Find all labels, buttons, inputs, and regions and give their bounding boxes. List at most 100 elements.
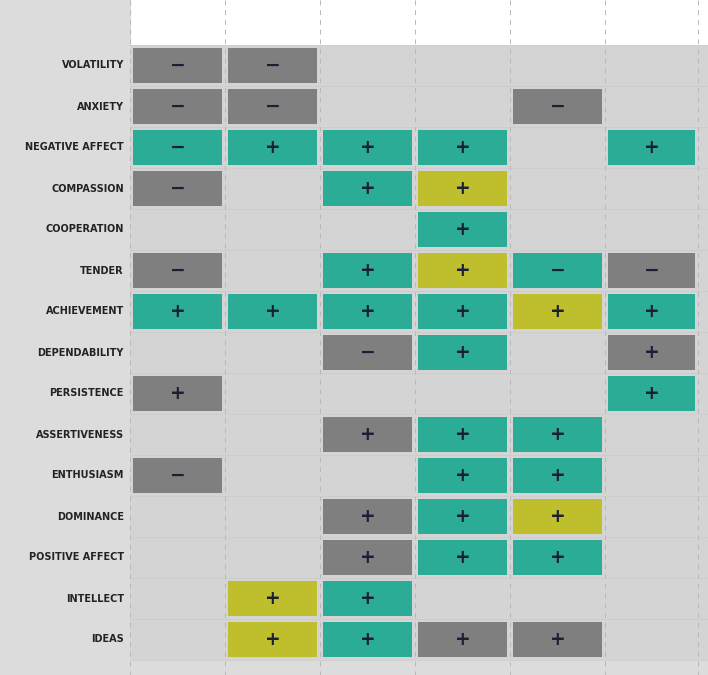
Text: +: + (455, 425, 470, 444)
Text: +: + (455, 466, 470, 485)
Text: +: + (265, 138, 280, 157)
Bar (323, 294, 412, 329)
Text: +: + (549, 466, 566, 485)
Bar (323, 253, 412, 288)
Text: +: + (455, 302, 470, 321)
Text: −: − (265, 97, 280, 116)
Text: −: − (170, 179, 185, 198)
Text: +: + (455, 343, 470, 362)
Text: ENTHUSIASM: ENTHUSIASM (52, 470, 124, 481)
Bar (323, 171, 412, 206)
Text: +: + (455, 507, 470, 526)
Text: DOMINANCE: DOMINANCE (57, 512, 124, 522)
Bar (133, 253, 222, 288)
Bar (130, 86, 708, 127)
Text: +: + (360, 302, 375, 321)
Bar (130, 291, 708, 332)
Bar (130, 332, 708, 373)
Bar (0, 0, 130, 675)
Bar (228, 130, 317, 165)
Bar (513, 417, 602, 452)
Bar (0, 660, 708, 675)
Bar (418, 622, 507, 657)
Text: +: + (549, 302, 566, 321)
Text: NEGATIVE AFFECT: NEGATIVE AFFECT (25, 142, 124, 153)
Bar (130, 209, 708, 250)
Bar (513, 294, 602, 329)
Bar (418, 171, 507, 206)
Text: +: + (455, 548, 470, 567)
Bar (323, 499, 412, 534)
Bar (323, 540, 412, 575)
Bar (130, 168, 708, 209)
Bar (130, 455, 708, 496)
Bar (608, 253, 695, 288)
Text: +: + (644, 343, 659, 362)
Text: +: + (644, 138, 659, 157)
Bar (418, 335, 507, 370)
Text: −: − (170, 261, 185, 280)
Bar (418, 417, 507, 452)
Text: +: + (455, 630, 470, 649)
Text: −: − (170, 97, 185, 116)
Bar (513, 540, 602, 575)
Text: PERSISTENCE: PERSISTENCE (50, 389, 124, 398)
Text: POSITIVE AFFECT: POSITIVE AFFECT (29, 553, 124, 562)
Text: +: + (644, 384, 659, 403)
Text: +: + (455, 220, 470, 239)
Bar (130, 250, 708, 291)
Bar (513, 499, 602, 534)
Text: +: + (549, 507, 566, 526)
Bar (133, 130, 222, 165)
Bar (323, 417, 412, 452)
Bar (130, 578, 708, 619)
Text: −: − (360, 343, 375, 362)
Bar (133, 89, 222, 124)
Bar (418, 212, 507, 247)
Bar (133, 458, 222, 493)
Text: COOPERATION: COOPERATION (45, 225, 124, 234)
Text: +: + (170, 384, 185, 403)
Text: ASSERTIVENESS: ASSERTIVENESS (36, 429, 124, 439)
Text: +: + (455, 261, 470, 280)
Bar (418, 458, 507, 493)
Text: −: − (644, 261, 659, 280)
Bar (130, 537, 708, 578)
Text: +: + (549, 425, 566, 444)
Text: ANXIETY: ANXIETY (77, 101, 124, 111)
Bar (513, 89, 602, 124)
Text: IDEAS: IDEAS (91, 634, 124, 645)
Text: INTELLECT: INTELLECT (66, 593, 124, 603)
Text: +: + (549, 548, 566, 567)
Bar (608, 130, 695, 165)
Text: +: + (360, 548, 375, 567)
Bar (130, 414, 708, 455)
Bar (418, 540, 507, 575)
Bar (513, 458, 602, 493)
Bar (418, 294, 507, 329)
Text: COMPASSION: COMPASSION (52, 184, 124, 194)
Bar (228, 89, 317, 124)
Bar (608, 294, 695, 329)
Text: +: + (360, 138, 375, 157)
Text: −: − (170, 466, 185, 485)
Bar (418, 253, 507, 288)
Text: +: + (265, 302, 280, 321)
Text: +: + (360, 507, 375, 526)
Text: +: + (455, 179, 470, 198)
Bar (133, 376, 222, 411)
Text: −: − (265, 56, 280, 75)
Text: +: + (360, 630, 375, 649)
Text: −: − (170, 56, 185, 75)
Bar (228, 622, 317, 657)
Bar (228, 48, 317, 83)
Text: +: + (360, 425, 375, 444)
Text: DEPENDABILITY: DEPENDABILITY (38, 348, 124, 358)
Bar (130, 619, 708, 660)
Bar (228, 581, 317, 616)
Text: +: + (170, 302, 185, 321)
Bar (608, 335, 695, 370)
Bar (133, 294, 222, 329)
Text: ACHIEVEMENT: ACHIEVEMENT (46, 306, 124, 317)
Bar (130, 373, 708, 414)
